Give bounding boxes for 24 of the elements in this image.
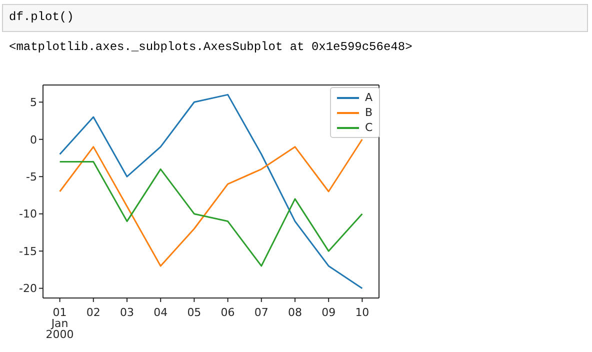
- text: <matplotlib.axes._subplots.AxesSubplot at 0x1e599c56e48>: [9, 40, 412, 54]
- x-tick-label: 01 Jan 2000: [46, 306, 74, 341]
- x-tick-label: 05: [187, 306, 202, 319]
- x-tick-label: 07: [254, 306, 268, 319]
- y-tick-label: 5: [30, 96, 37, 110]
- x-tick-label: 06: [220, 306, 235, 319]
- legend-label: C: [365, 120, 373, 135]
- y-tick-label: -10: [19, 208, 37, 221]
- line-series: [59, 160, 363, 267]
- x-tick-label: 02: [86, 306, 100, 319]
- y-tick-label: -15: [19, 244, 37, 258]
- legend-label: B: [365, 105, 373, 120]
- y-tick-label: 0: [30, 133, 37, 146]
- y-tick-label: -5: [26, 170, 37, 184]
- legend-label: A: [365, 90, 373, 105]
- x-tick-label: 04: [154, 306, 168, 319]
- text: df.plot(): [9, 10, 74, 24]
- y-tick-label: -20: [19, 282, 37, 296]
- x-tick-label: 08: [288, 306, 302, 319]
- line-series: [59, 94, 363, 290]
- x-tick-label: 09: [322, 306, 336, 319]
- x-tick-label: 10: [355, 306, 370, 319]
- x-tick-label: 03: [120, 306, 134, 319]
- line-series: [59, 138, 363, 267]
